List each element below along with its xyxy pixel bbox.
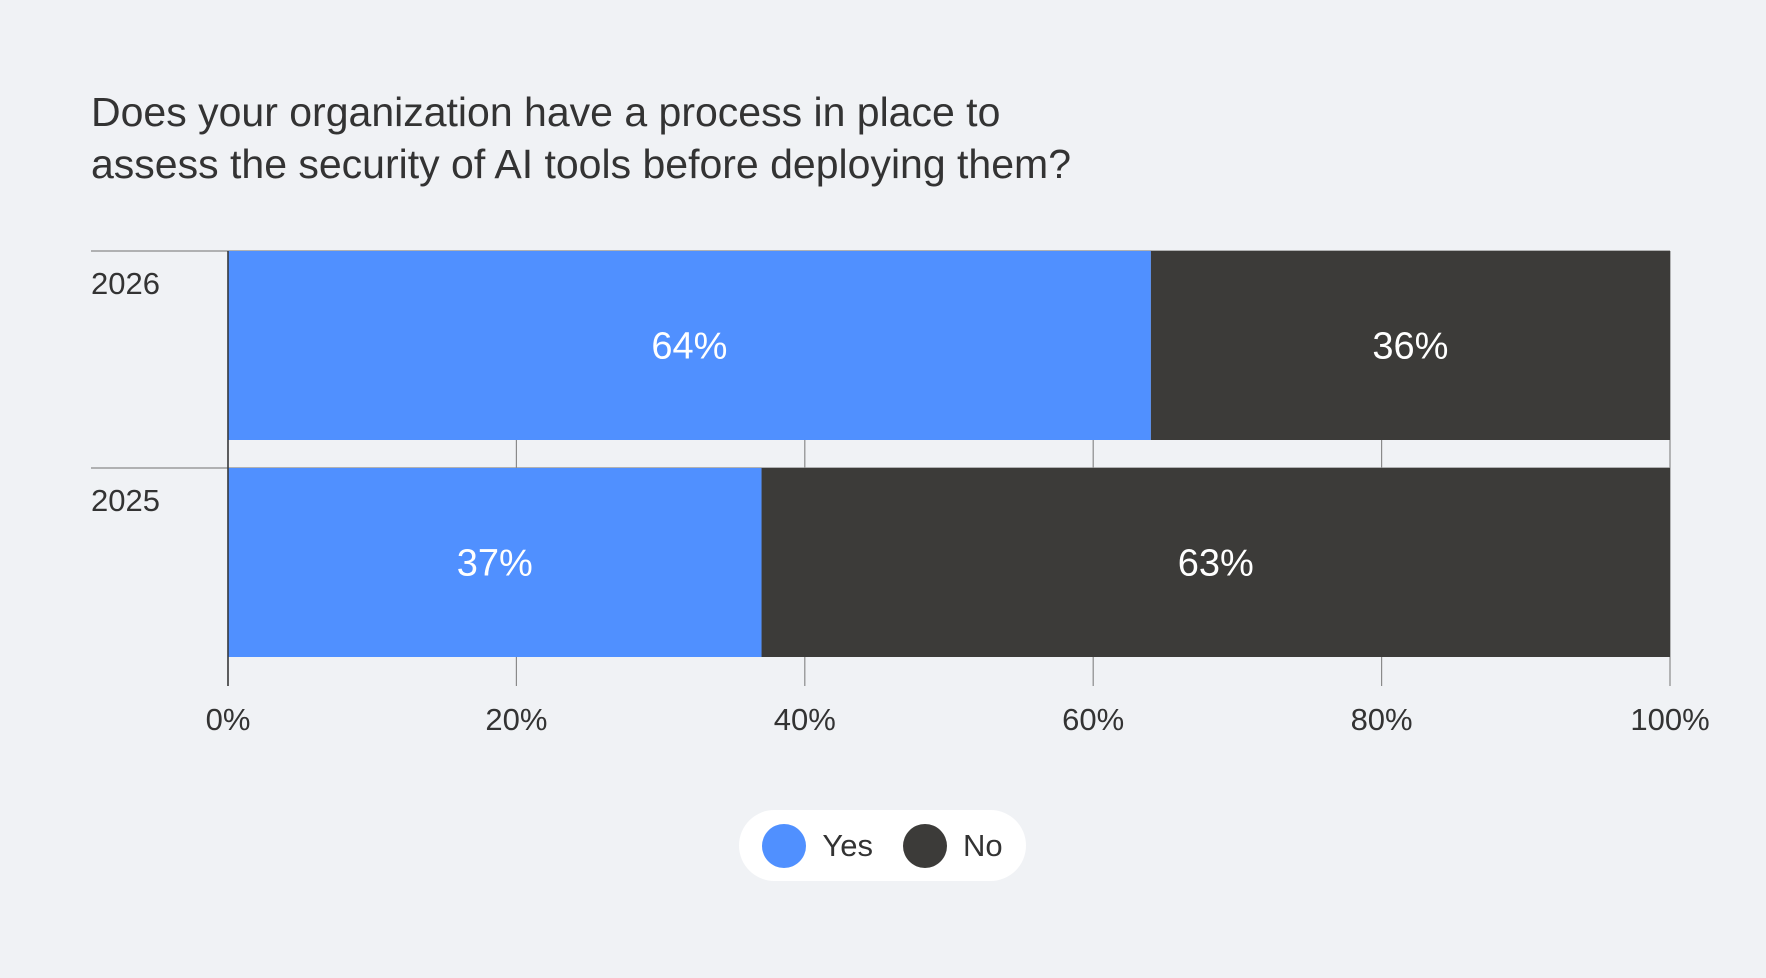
bar-yes-2025: [228, 468, 762, 657]
category-label-2025: 2025: [91, 483, 160, 518]
data-label-no-2025: 63%: [1178, 543, 1254, 585]
bar-no-2026: [1150, 251, 1670, 440]
category-label-2026: 2026: [91, 266, 160, 301]
data-label-no-2026: 36%: [1372, 326, 1448, 368]
chart-title-line-1: Does your organization have a process in…: [91, 89, 1001, 135]
legend-swatch-no: [902, 823, 947, 868]
legend-swatch-yes: [762, 823, 807, 868]
x-tick-label-5: 100%: [1630, 702, 1709, 737]
chart-title-line-2: assess the security of AI tools before d…: [91, 141, 1071, 187]
chart-title: Does your organization have a process in…: [91, 86, 1291, 190]
legend-label-yes: Yes: [822, 827, 873, 863]
x-tick-label-4: 80%: [1351, 702, 1413, 737]
chart-legend: Yes No: [739, 810, 1026, 881]
legend-item-no: No: [902, 823, 1003, 868]
legend-label-no: No: [962, 827, 1003, 863]
x-tick-label-3: 60%: [1062, 702, 1124, 737]
x-tick-label-1: 20%: [485, 702, 547, 737]
data-label-yes-2025: 37%: [457, 543, 533, 585]
data-label-yes-2026: 64%: [651, 326, 727, 368]
legend-item-yes: Yes: [762, 823, 873, 868]
x-tick-label-0: 0%: [206, 702, 251, 737]
bar-no-2025: [761, 468, 1670, 657]
bar-yes-2026: [228, 251, 1151, 440]
x-tick-label-2: 40%: [774, 702, 836, 737]
